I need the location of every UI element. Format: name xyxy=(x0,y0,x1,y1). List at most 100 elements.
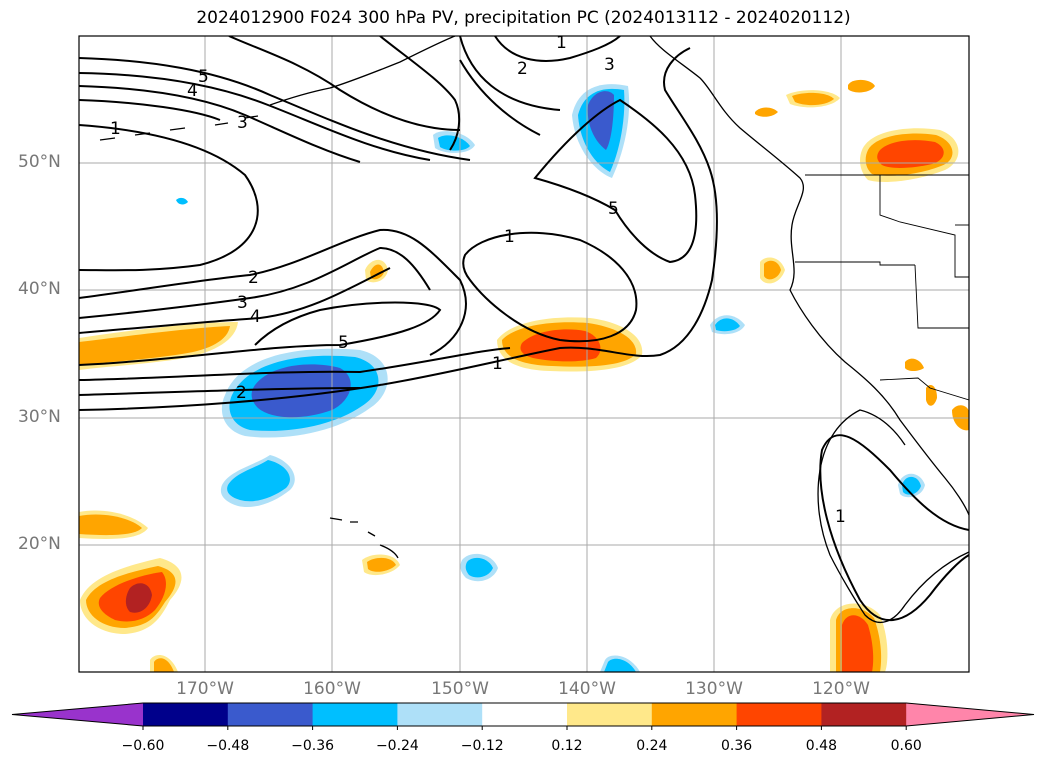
pv-label: 1 xyxy=(504,227,515,247)
map-title: 2024012900 F024 300 hPa PV, precipitatio… xyxy=(196,8,851,28)
precip-blob-positive xyxy=(79,514,142,536)
precip-blob-positive xyxy=(877,140,944,168)
lon-label-120w: 120°W xyxy=(812,679,870,699)
colorbar-extend-min xyxy=(12,703,143,726)
pv-label: 2 xyxy=(236,383,247,403)
aleutian-islands xyxy=(99,115,259,141)
precip-blob-negative xyxy=(176,197,188,205)
pv-contour xyxy=(379,36,461,151)
graticule xyxy=(79,36,969,672)
precip-blob-positive xyxy=(520,329,601,362)
pv-label: 4 xyxy=(250,307,261,327)
pv-contour xyxy=(79,347,511,381)
lon-label-150w: 150°W xyxy=(431,679,489,699)
lat-label-20n: 20°N xyxy=(18,534,61,554)
pv-label: 5 xyxy=(608,199,619,219)
pv-contour xyxy=(462,231,638,343)
pv-contour xyxy=(79,301,442,366)
colorbar-segment xyxy=(397,703,483,726)
colorbar-tick-label: 0.60 xyxy=(890,738,922,754)
pv-contour xyxy=(79,72,431,161)
precip-blob-negative xyxy=(604,658,636,672)
precip-blob-positive xyxy=(905,358,924,371)
political-borders xyxy=(795,174,969,401)
lon-label-160w: 160°W xyxy=(303,679,361,699)
lat-label-40n: 40°N xyxy=(18,279,61,299)
pv-label: 3 xyxy=(604,55,615,75)
pv-label: 4 xyxy=(187,81,198,101)
precip-blob-positive xyxy=(848,79,875,93)
pv-contour xyxy=(228,36,461,131)
pv-contour xyxy=(79,124,259,272)
precip-blob-positive xyxy=(842,615,874,672)
precip-blob-negative xyxy=(227,460,290,502)
colorbar-segment xyxy=(651,703,738,726)
colorbar-segment xyxy=(821,703,907,726)
lat-label-50n: 50°N xyxy=(18,152,61,172)
colorbar-extend-max xyxy=(906,703,1034,726)
colorbar-segment xyxy=(736,703,822,726)
colorbar-segment xyxy=(227,703,314,726)
pv-label: 2 xyxy=(248,268,259,288)
colorbar-tick-label: 0.36 xyxy=(721,738,753,754)
pv-contours xyxy=(79,36,969,622)
north-america-coast xyxy=(649,36,969,516)
pv-label: 1 xyxy=(835,507,846,527)
colorbar-segment xyxy=(567,703,653,726)
pv-contour xyxy=(494,36,621,62)
colorbar-tick-label: 0.24 xyxy=(636,738,668,754)
colorbar-tick-label: −0.48 xyxy=(206,738,250,754)
precip-blob-negative xyxy=(715,318,740,332)
precip-blob-positive xyxy=(755,107,778,117)
precip-blob-positive xyxy=(367,557,396,572)
lon-label-140w: 140°W xyxy=(558,679,616,699)
pv-contour xyxy=(79,85,361,163)
pv-contour xyxy=(79,246,431,319)
pv-contour xyxy=(79,57,471,161)
pv-label: 1 xyxy=(556,33,567,53)
lon-label-170w: 170°W xyxy=(176,679,234,699)
alaska-coast xyxy=(269,36,456,106)
precip-blob-negative xyxy=(251,364,351,418)
pv-contour xyxy=(79,99,221,121)
pv-label: 3 xyxy=(237,113,248,133)
precip-blob-positive xyxy=(926,385,937,406)
pv-label: 5 xyxy=(198,67,209,87)
precip-blob-negative xyxy=(587,91,614,150)
colorbar-tick-label: 0.12 xyxy=(551,738,583,754)
pv-label: 2 xyxy=(517,59,528,79)
pv-contour xyxy=(819,434,969,622)
pv-label: 1 xyxy=(110,119,121,139)
pv-contour xyxy=(459,59,541,136)
pv-contour-labels: 5 4 3 1 2 3 4 5 2 1 1 5 2 3 1 1 xyxy=(110,33,846,527)
pv-contour xyxy=(79,267,391,334)
lon-label-130w: 130°W xyxy=(685,679,743,699)
colorbar-tick-label: 0.48 xyxy=(805,738,837,754)
colorbar-tick-label: −0.24 xyxy=(375,738,419,754)
precip-blob-negative xyxy=(465,557,493,578)
hawaii-islands xyxy=(329,517,399,559)
lat-label-30n: 30°N xyxy=(18,407,61,427)
colorbar-tick-label: −0.12 xyxy=(460,738,504,754)
pv-contour xyxy=(459,36,561,111)
pv-label: 3 xyxy=(237,293,248,313)
pv-contour xyxy=(79,47,718,411)
precip-blob-positive xyxy=(154,658,174,672)
precip-blob-positive xyxy=(79,326,230,365)
pv-label: 5 xyxy=(338,333,349,353)
coastlines xyxy=(99,36,969,624)
pv-contour xyxy=(533,98,698,264)
colorbar-tick-label: −0.60 xyxy=(121,738,165,754)
pv-label: 1 xyxy=(492,354,503,374)
precip-blob-positive xyxy=(792,92,834,106)
colorbar-tick-label: −0.36 xyxy=(291,738,335,754)
precip-blob-positive xyxy=(764,260,781,280)
baja-coast xyxy=(817,409,969,624)
colorbar-segment xyxy=(482,703,568,726)
colorbar-segment xyxy=(143,703,229,726)
colorbar-segment xyxy=(312,703,398,726)
pv-contour xyxy=(79,387,361,396)
pv-contour xyxy=(79,228,467,356)
